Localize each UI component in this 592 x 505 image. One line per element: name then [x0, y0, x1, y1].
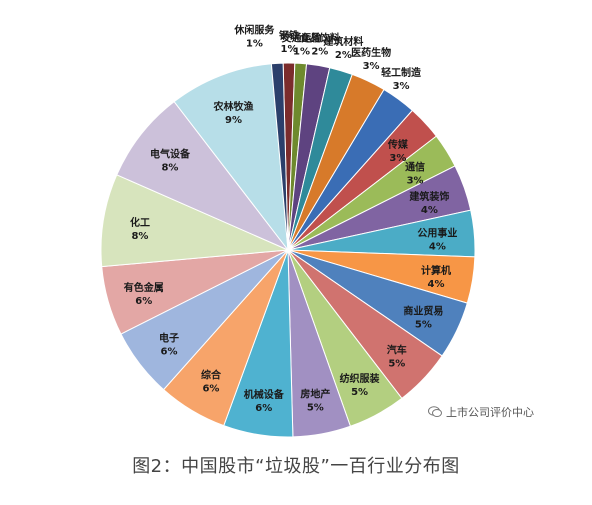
slice-percent: 6%: [255, 403, 272, 414]
slice-percent: 5%: [388, 358, 405, 369]
slice-label: 通信: [405, 160, 425, 173]
slice-percent: 1%: [281, 44, 298, 55]
slice-percent: 1%: [246, 38, 263, 49]
slice-label: 钢铁: [279, 29, 299, 42]
slice-percent: 3%: [363, 61, 380, 72]
pie-slice: [270, 62, 289, 251]
pie-slices: [100, 62, 476, 438]
watermark-text: 上市公司评价中心: [446, 406, 534, 419]
watermark: 上市公司评价中心: [428, 404, 534, 420]
slice-label: 传媒: [387, 138, 409, 151]
slice-label: 电气设备: [150, 147, 191, 160]
slice-label: 建筑材料: [322, 35, 363, 48]
slice-label: 农林牧渔: [213, 100, 254, 113]
slice-label: 休闲服务: [233, 23, 275, 36]
pie-slice: [100, 174, 289, 268]
slice-percent: 2%: [311, 47, 328, 58]
slice-percent: 5%: [307, 402, 324, 413]
slice-label: 医药生物: [351, 46, 391, 59]
slice-percent: 4%: [428, 279, 445, 290]
slice-percent: 5%: [415, 320, 432, 331]
slice-percent: 6%: [161, 346, 178, 357]
slice-label: 房地产: [300, 387, 330, 400]
slice-label: 化工: [130, 216, 150, 229]
slice-label: 机械设备: [244, 388, 285, 401]
slice-label: 有色金属: [124, 281, 164, 294]
slice-percent: 8%: [131, 231, 148, 242]
figure-caption: 图2：中国股市“垃圾股”一百行业分布图: [132, 456, 460, 477]
slice-percent: 5%: [351, 387, 368, 398]
slice-percent: 3%: [393, 81, 410, 92]
slice-label: 食品饮料: [299, 32, 340, 45]
slice-label: 轻工制造: [381, 66, 422, 79]
pie-slice: [116, 100, 289, 251]
slice-label: 纺织服装: [340, 372, 380, 385]
slice-percent: 2%: [335, 50, 352, 61]
slice-percent: 1%: [293, 46, 310, 57]
slice-percent: 4%: [429, 242, 446, 253]
slice-percent: 4%: [421, 205, 438, 216]
slice-label: 商业贸易: [403, 305, 443, 318]
slice-percent: 8%: [161, 162, 178, 173]
pie-slice: [173, 63, 289, 252]
slice-label: 公用事业: [417, 227, 457, 240]
slice-percent: 6%: [202, 384, 219, 395]
slice-label: 建筑装饰: [408, 190, 449, 203]
slice-percent: 6%: [135, 296, 152, 307]
slice-percent: 3%: [407, 175, 424, 186]
slice-percent: 9%: [225, 115, 242, 126]
slice-label: 计算机: [421, 264, 451, 277]
chat-bubble-icon: [428, 406, 442, 417]
slice-label: 交通运输: [282, 31, 323, 44]
slice-label: 电子: [159, 331, 179, 344]
slice-label: 汽车: [387, 343, 407, 356]
slice-label: 综合: [201, 369, 222, 382]
slice-percent: 3%: [389, 153, 406, 164]
